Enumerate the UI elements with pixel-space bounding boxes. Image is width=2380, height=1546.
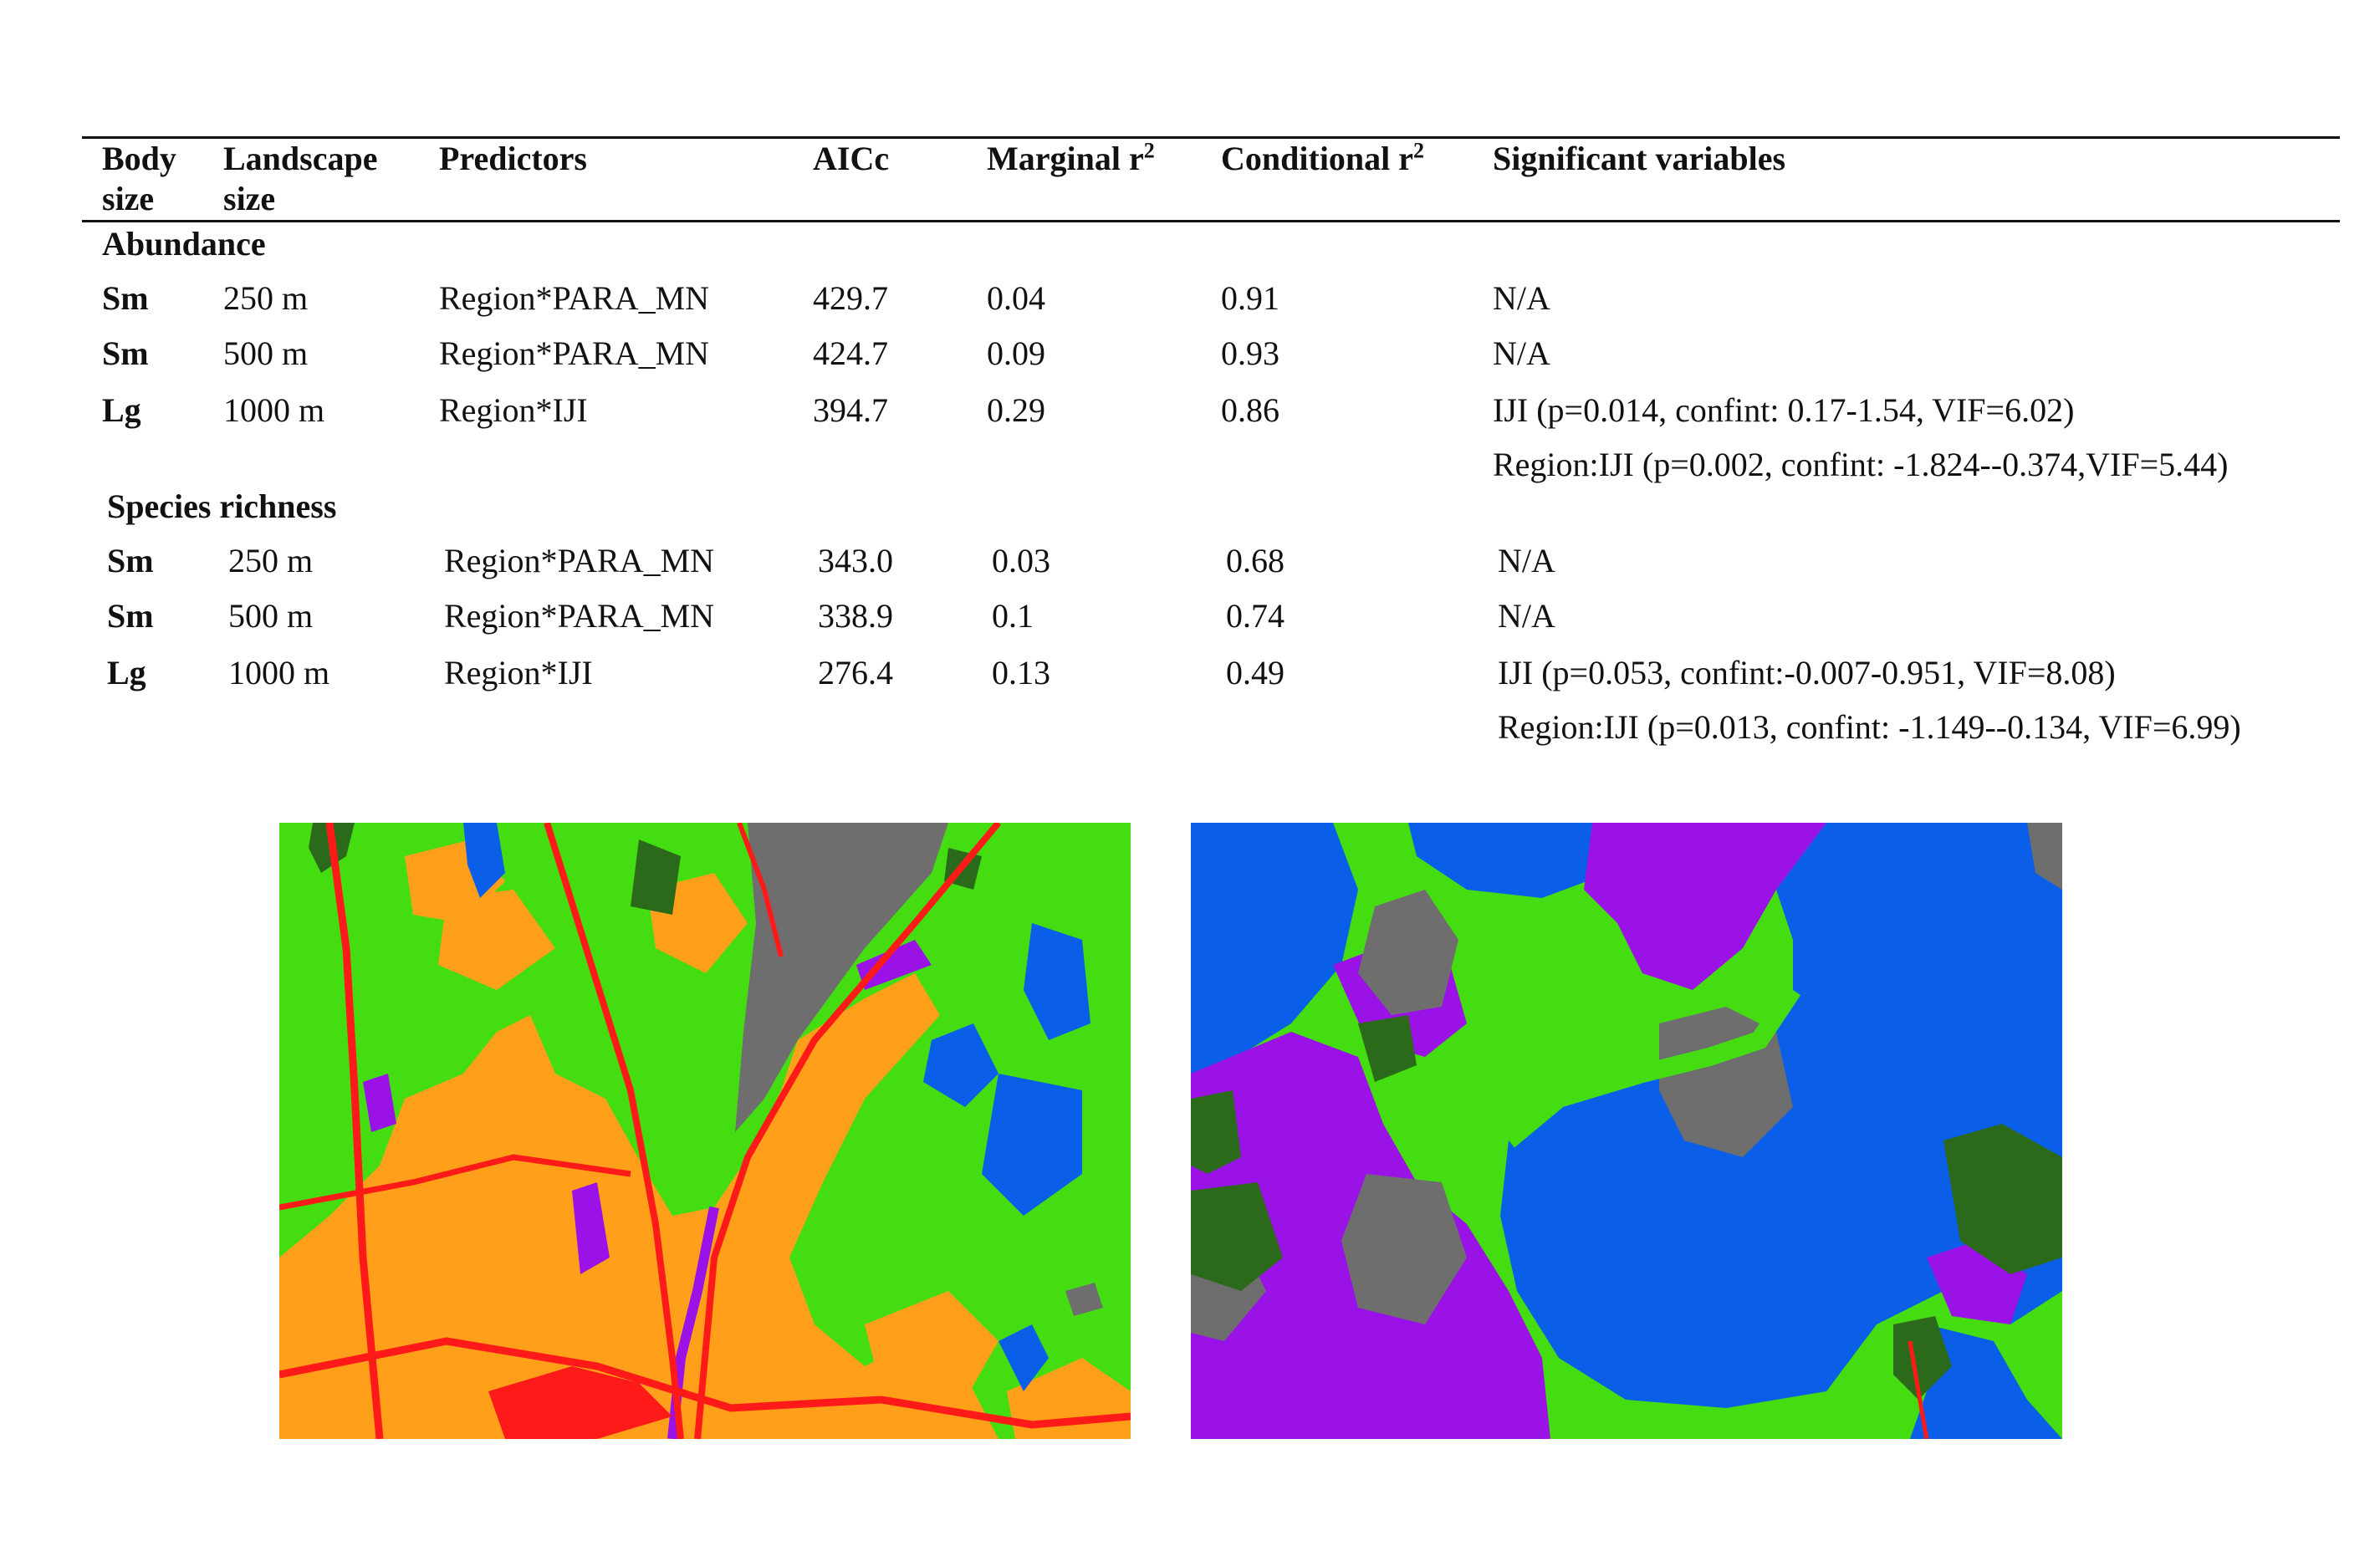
table-row-significant-continued: Region:IJI (p=0.002, confint: -1.824--0.…: [1493, 446, 2229, 483]
table-row-marginal: 0.13: [992, 654, 1050, 691]
header-predictors: Predictors: [439, 140, 587, 177]
water-patch: [998, 1324, 1049, 1391]
table-row-body: Sm: [102, 279, 149, 317]
barren-patch: [2027, 823, 2062, 890]
table-row-aicc: 424.7: [813, 334, 888, 372]
table-row-aicc: 338.9: [818, 597, 893, 635]
table-row-marginal: 0.09: [987, 334, 1045, 372]
urban-core: [488, 1366, 672, 1439]
table-row-body: Lg: [102, 391, 141, 429]
table-row-predictor: Region*PARA_MN: [439, 334, 710, 372]
barren-patch: [1358, 890, 1458, 1015]
table-row-conditional: 0.49: [1226, 654, 1284, 691]
table-row-aicc: 276.4: [818, 654, 893, 691]
table-row-significant: N/A: [1493, 279, 1550, 317]
road: [279, 1154, 631, 1211]
dark-forest-patch: [1893, 1316, 1952, 1400]
table-row-aicc: 343.0: [818, 542, 893, 579]
section-title-species-richness: Species richness: [107, 487, 337, 525]
dark-forest-patch: [1191, 1090, 1241, 1174]
dark-forest-patch: [1358, 1015, 1417, 1082]
table-row-conditional: 0.74: [1226, 597, 1284, 635]
water-region: [1191, 823, 1358, 1074]
table-row-significant: IJI (p=0.014, confint: 0.17-1.54, VIF=6.…: [1493, 391, 2075, 429]
dark-forest-patch: [631, 839, 681, 915]
table-row-aicc: 394.7: [813, 391, 888, 429]
road: [279, 1337, 1131, 1429]
header-body-size: Body size: [102, 140, 176, 217]
barren-patch: [1065, 1283, 1103, 1316]
table-row-predictor: Region*PARA_MN: [439, 279, 710, 317]
header-marginal: Marginal r2: [987, 138, 1155, 177]
table-row-body: Sm: [107, 542, 154, 579]
table-row-conditional: 0.86: [1221, 391, 1279, 429]
landcover-map-wetland-image: [1191, 823, 2062, 1439]
table-row-body: Sm: [102, 334, 149, 372]
developed-patch: [438, 890, 555, 990]
table-row-conditional: 0.91: [1221, 279, 1279, 317]
water-patch: [923, 1023, 998, 1107]
wetland-patch: [572, 1182, 610, 1274]
table-row-landscape: 1000 m: [228, 654, 330, 691]
road: [1908, 1340, 1929, 1439]
water-patch: [1024, 923, 1090, 1040]
road: [325, 823, 384, 1439]
table-row-significant-continued: Region:IJI (p=0.013, confint: -1.149--0.…: [1498, 708, 2241, 746]
table-row-body: Sm: [107, 597, 154, 635]
water-region: [1408, 823, 1626, 898]
table-row-marginal: 0.1: [992, 597, 1034, 635]
table-row-marginal: 0.04: [987, 279, 1045, 317]
landcover-map-urban: [279, 823, 1131, 1439]
table-row-significant: N/A: [1493, 334, 1550, 372]
table-row-landscape: 1000 m: [223, 391, 325, 429]
wetland-region: [1584, 823, 1826, 990]
landcover-map-urban-image: [279, 823, 1131, 1439]
developed-region: [279, 973, 998, 1439]
water-patch: [982, 1074, 1082, 1216]
developed-patch: [865, 1291, 998, 1400]
table-row-significant: IJI (p=0.053, confint:-0.007-0.951, VIF=…: [1498, 654, 2116, 691]
dark-forest-patch: [1943, 1124, 2062, 1274]
table-row-predictor: Region*PARA_MN: [444, 597, 715, 635]
table-row-body: Lg: [107, 654, 146, 691]
header-significant: Significant variables: [1493, 140, 1786, 177]
table-top-rule: [82, 136, 2340, 139]
dark-forest-patch: [1191, 1182, 1283, 1291]
header-conditional: Conditional r2: [1221, 138, 1425, 177]
wetland-patch: [856, 940, 932, 990]
table-row-landscape: 250 m: [223, 279, 309, 317]
table-row-conditional: 0.68: [1226, 542, 1284, 579]
table-row-conditional: 0.93: [1221, 334, 1279, 372]
section-title-abundance: Abundance: [102, 225, 266, 263]
landcover-map-wetland: [1191, 823, 2062, 1439]
water-patch: [463, 823, 505, 898]
table-row-significant: N/A: [1498, 542, 1555, 579]
forest-shore: [1502, 984, 1801, 1148]
table-row-predictor: Region*IJI: [444, 654, 593, 691]
wetland-patch: [363, 1074, 396, 1132]
table-row-predictor: Region*PARA_MN: [444, 542, 715, 579]
table-row-predictor: Region*IJI: [439, 391, 588, 429]
table-row-landscape: 250 m: [228, 542, 314, 579]
table-row-landscape: 500 m: [223, 334, 309, 372]
road: [737, 823, 784, 957]
road: [694, 823, 1002, 1439]
table-row-landscape: 500 m: [228, 597, 314, 635]
water-region: [1910, 1324, 2062, 1439]
table-row-marginal: 0.03: [992, 542, 1050, 579]
road: [544, 823, 684, 1439]
header-landscape-size: Landscape size: [223, 140, 378, 217]
table-row-significant: N/A: [1498, 597, 1555, 635]
barren-patch: [1341, 1174, 1467, 1324]
table-header-rule: [82, 220, 2340, 222]
table-row-aicc: 429.7: [813, 279, 888, 317]
barren-region: [735, 823, 948, 1132]
table-row-marginal: 0.29: [987, 391, 1045, 429]
header-aicc: AICc: [813, 140, 890, 177]
